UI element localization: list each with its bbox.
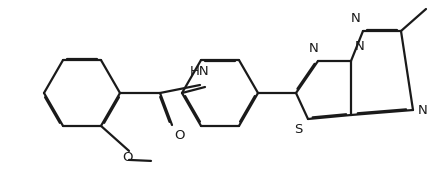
Text: N: N [351, 12, 361, 25]
Text: N: N [418, 103, 428, 116]
Text: HN: HN [190, 65, 210, 78]
Text: N: N [309, 42, 319, 55]
Text: N: N [355, 40, 365, 53]
Text: S: S [294, 123, 302, 136]
Text: O: O [122, 151, 132, 164]
Text: O: O [174, 129, 184, 142]
